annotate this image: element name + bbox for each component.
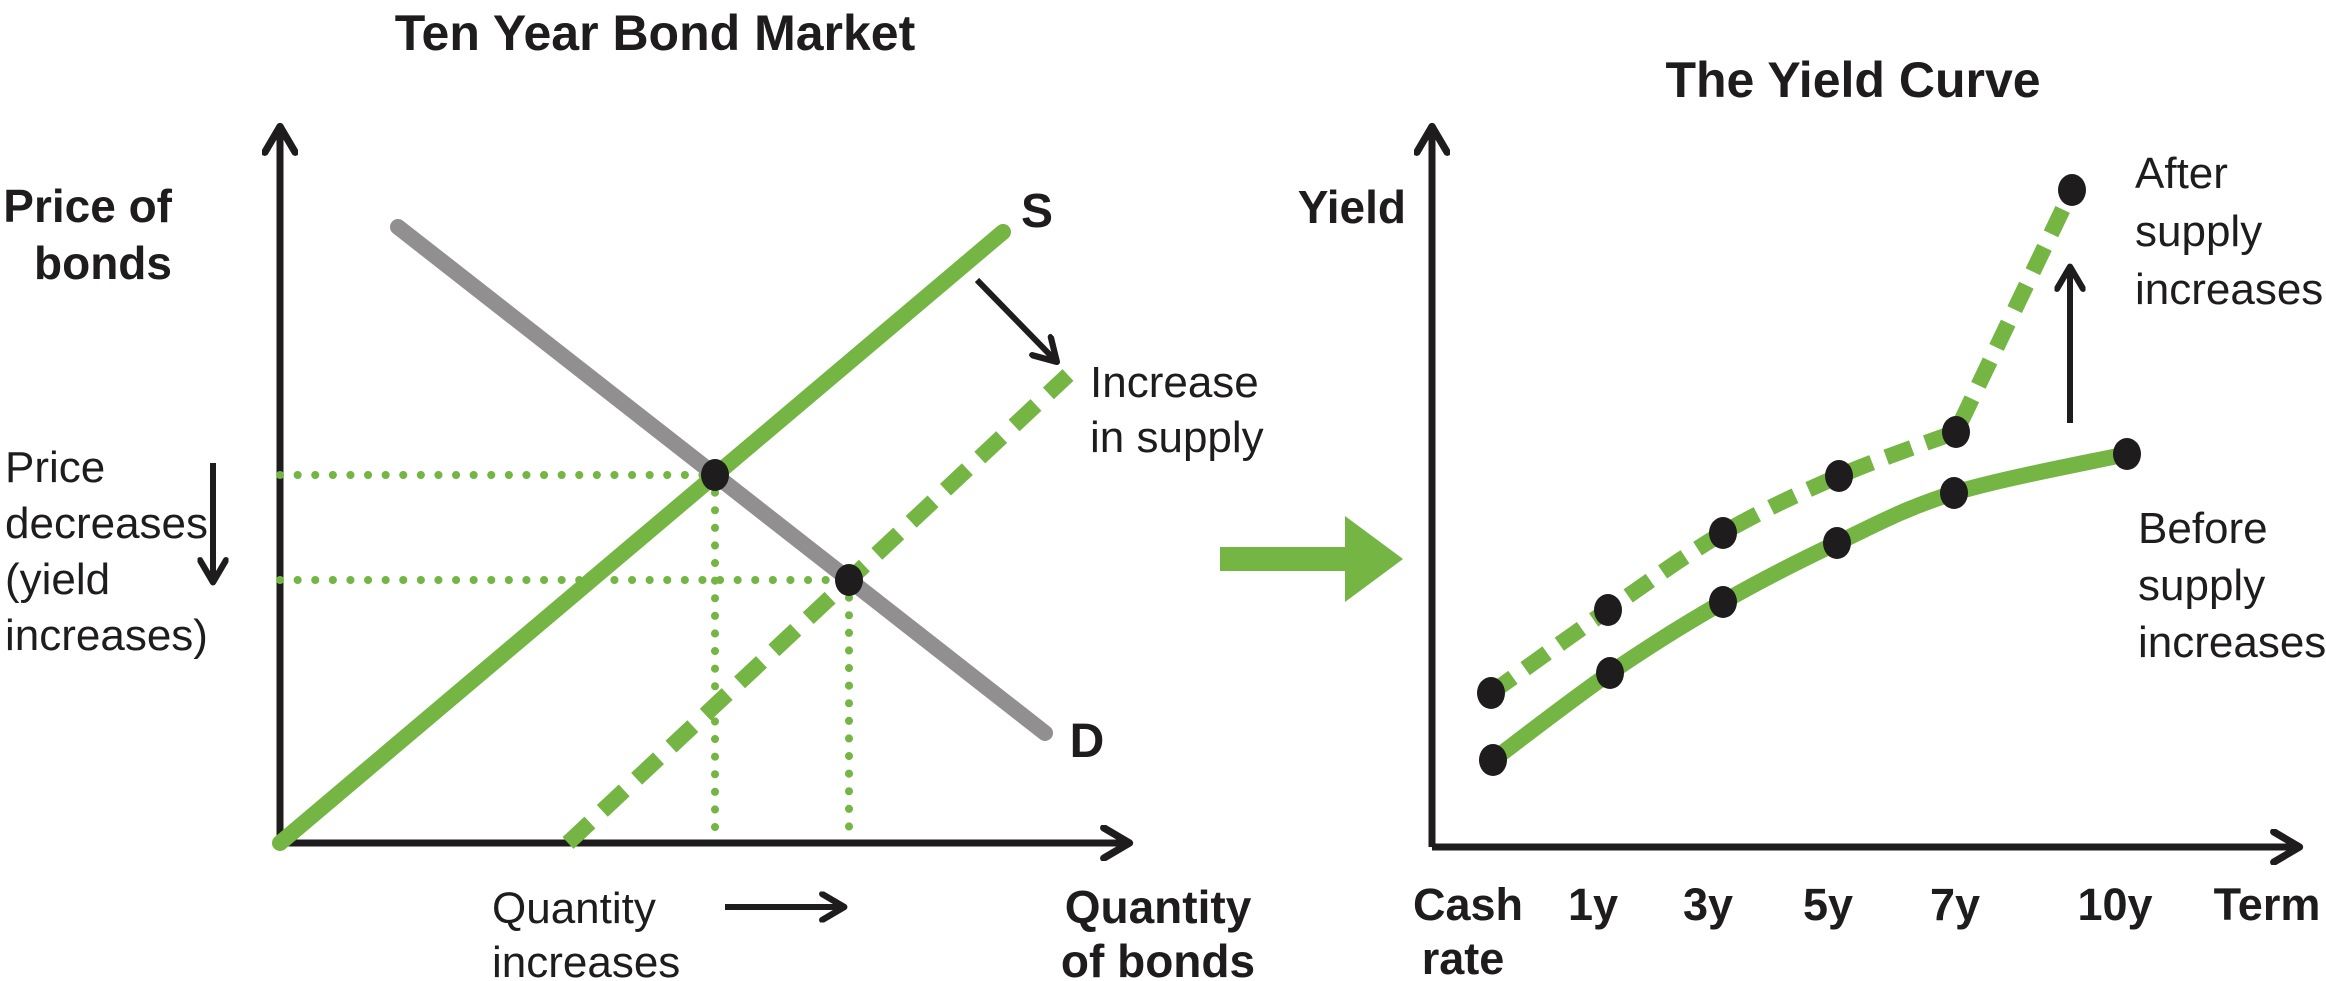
increase-in-supply-note-line2: in supply — [1090, 413, 1264, 462]
yield-data-points — [1477, 174, 2141, 776]
data-point — [1709, 586, 1737, 618]
tick-1y: 1y — [1568, 879, 1618, 930]
demand-letter: D — [1070, 715, 1105, 768]
tick-10y: 10y — [2077, 879, 2152, 930]
yield-axis-label: Yield — [1298, 181, 1406, 233]
data-point — [1709, 517, 1737, 549]
after-supply-note-line1: After — [2135, 149, 2228, 198]
price-of-bonds-label-line1: Price of — [3, 180, 172, 232]
data-point — [2113, 438, 2141, 470]
tick-cash-rate-line2: rate — [1422, 933, 1505, 981]
data-point — [1942, 416, 1970, 448]
data-point — [835, 564, 863, 596]
quantity-of-bonds-label-line1: Quantity — [1065, 881, 1252, 933]
before-supply-note-line3: increases — [2138, 618, 2326, 667]
price-decreases-note-line2: decreases — [5, 499, 208, 548]
supply-shift-arrow — [974, 277, 1056, 361]
tick-3y: 3y — [1683, 879, 1733, 930]
after-supply-note-line2: supply — [2135, 207, 2262, 256]
data-point — [701, 459, 729, 491]
equilibrium-points — [701, 459, 863, 596]
data-point — [1477, 677, 1505, 709]
supply-letter: S — [1021, 185, 1053, 238]
after-supply-curve — [1486, 186, 2080, 700]
data-point — [1823, 527, 1851, 559]
supply-line — [272, 224, 1011, 851]
data-point — [1825, 460, 1853, 492]
data-point — [1479, 744, 1507, 776]
data-point — [1594, 594, 1622, 626]
tick-7y: 7y — [1930, 879, 1980, 930]
data-point — [1596, 657, 1624, 689]
tick-5y: 5y — [1803, 879, 1853, 930]
before-supply-note-line2: supply — [2138, 561, 2265, 610]
price-of-bonds-label-line2: bonds — [34, 237, 172, 289]
data-point — [2058, 174, 2086, 206]
price-decreases-note-line1: Price — [5, 443, 105, 492]
after-supply-note-line3: increases — [2135, 265, 2323, 314]
supply-shifted-line — [562, 369, 1074, 849]
tick-cash-rate-line1: Cash — [1413, 879, 1523, 930]
yield-curve-chart: The Yield Curve Yield After supply incre… — [1298, 52, 2326, 981]
before-supply-curve — [1485, 446, 2135, 768]
price-decreases-note-line3: (yield — [5, 555, 110, 604]
term-axis-label: Term — [2214, 879, 2321, 930]
quantity-increases-note-line1: Quantity — [492, 884, 656, 933]
transition-arrow-icon — [1220, 516, 1403, 602]
increase-in-supply-note-line1: Increase — [1090, 358, 1259, 407]
price-decreases-note-line4: increases) — [5, 611, 208, 660]
before-supply-note-line1: Before — [2138, 504, 2268, 553]
quantity-increases-note-line2: increases — [492, 938, 680, 981]
yield-curve-title: The Yield Curve — [1665, 52, 2040, 108]
bond-market-chart: Ten Year Bond Market Price of bonds Pric… — [3, 5, 1263, 981]
data-point — [1940, 477, 1968, 509]
quantity-of-bonds-label-line2: of bonds — [1061, 935, 1255, 981]
bond-market-title: Ten Year Bond Market — [395, 5, 916, 61]
